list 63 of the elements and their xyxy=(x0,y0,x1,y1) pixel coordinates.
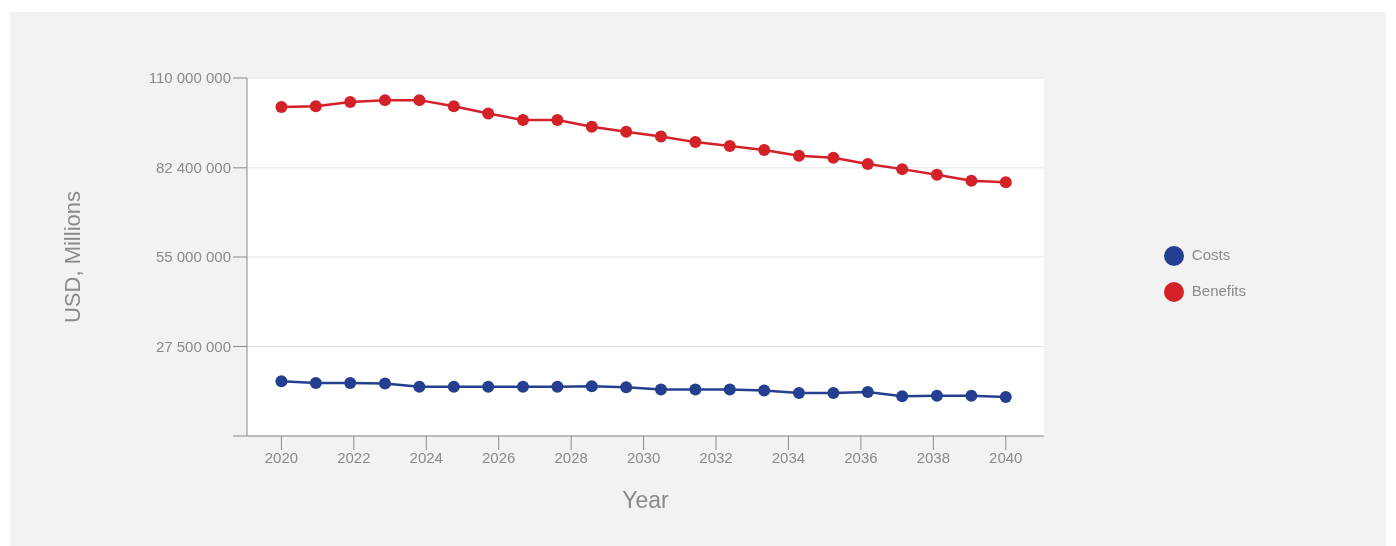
point xyxy=(516,380,529,393)
point xyxy=(792,149,805,162)
point xyxy=(275,100,288,113)
point xyxy=(585,120,598,133)
legend-label: Costs xyxy=(1191,246,1231,263)
x-tick-label: 2030 xyxy=(626,448,661,466)
point xyxy=(413,94,426,107)
point xyxy=(689,136,702,149)
point xyxy=(344,376,357,389)
point xyxy=(861,157,874,170)
legend-label: Benefits xyxy=(1191,282,1246,299)
x-tick-label: 2034 xyxy=(771,448,806,466)
x-tick-label: 2028 xyxy=(554,448,588,466)
point xyxy=(654,383,667,396)
y-tick-label: 82 400 000 xyxy=(155,159,231,177)
y-tick-label: 110 000 000 xyxy=(148,69,231,87)
point xyxy=(275,375,288,388)
point xyxy=(378,377,391,390)
point xyxy=(723,383,736,396)
point xyxy=(999,390,1012,403)
y-axis-title: USD, Millions xyxy=(59,190,85,324)
point xyxy=(551,380,564,393)
point xyxy=(689,383,702,396)
y-tick-label: 27 500 000 xyxy=(155,337,231,355)
point xyxy=(930,168,943,181)
point xyxy=(930,389,943,402)
x-tick-label: 2026 xyxy=(482,448,516,466)
x-tick-label: 2038 xyxy=(916,448,951,466)
point xyxy=(758,384,771,397)
x-tick-label: 2022 xyxy=(337,448,371,466)
point xyxy=(309,376,322,389)
point xyxy=(447,100,460,113)
x-tick-label: 2020 xyxy=(264,448,299,466)
point xyxy=(965,174,978,187)
point xyxy=(516,113,529,126)
point xyxy=(482,107,495,120)
x-tick-label: 2032 xyxy=(699,448,733,466)
point xyxy=(620,125,633,138)
point xyxy=(447,380,460,393)
point xyxy=(827,387,840,400)
x-tick-label: 2040 xyxy=(989,448,1023,466)
x-tick-label: 2024 xyxy=(409,448,443,466)
point xyxy=(827,151,840,164)
point xyxy=(896,390,909,403)
point xyxy=(999,176,1012,189)
point xyxy=(620,381,633,394)
point xyxy=(758,143,771,156)
point xyxy=(413,380,426,393)
point xyxy=(965,389,978,402)
point xyxy=(482,380,495,393)
point xyxy=(551,113,564,126)
point xyxy=(344,96,357,109)
point xyxy=(896,163,909,176)
point xyxy=(654,130,667,143)
x-tick-label: 2036 xyxy=(844,448,878,466)
x-axis-title: Year xyxy=(622,487,669,513)
point xyxy=(861,386,874,399)
point xyxy=(309,100,322,113)
y-tick-label: 55 000 000 xyxy=(155,248,231,266)
point xyxy=(585,380,598,393)
point xyxy=(792,387,805,400)
point xyxy=(723,140,736,153)
point xyxy=(378,94,391,107)
